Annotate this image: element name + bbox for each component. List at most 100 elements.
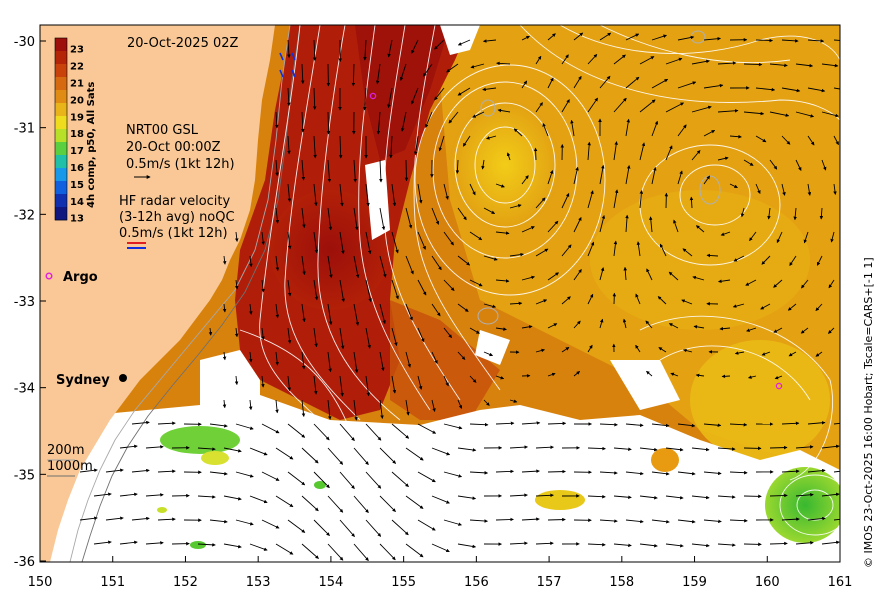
velocity-arrow (587, 344, 593, 353)
velocity-arrow (691, 495, 710, 500)
velocity-arrow (391, 471, 409, 487)
velocity-arrow (587, 241, 595, 257)
velocity-arrow (795, 541, 814, 545)
velocity-arrow (495, 375, 505, 380)
velocity-arrow (535, 445, 554, 450)
velocity-arrow (249, 303, 253, 315)
velocity-arrow (833, 470, 840, 473)
velocity-arrow (547, 469, 566, 474)
velocity-arrow (645, 320, 653, 329)
velocity-arrow (599, 519, 618, 523)
velocity-arrow (365, 183, 370, 207)
velocity-arrow (275, 351, 279, 366)
velocity-arrow (781, 469, 800, 474)
velocity-arrow (833, 422, 840, 425)
velocity-arrow (222, 351, 227, 361)
velocity-arrow (689, 196, 694, 209)
velocity-arrow (729, 134, 742, 139)
velocity-arrow (457, 543, 477, 549)
velocity-arrow (443, 327, 452, 339)
velocity-arrow (646, 370, 653, 377)
velocity-arrow (413, 135, 419, 156)
velocity-arrow (353, 399, 358, 421)
velocity-arrow (509, 252, 524, 257)
velocity-arrow (815, 351, 823, 357)
velocity-arrow (469, 471, 489, 475)
velocity-arrow (587, 494, 606, 499)
velocity-arrow (513, 128, 523, 137)
velocity-arrow (423, 63, 433, 77)
velocity-arrow (665, 495, 684, 500)
velocity-arrow (587, 542, 606, 547)
velocity-arrow (677, 423, 696, 428)
velocity-arrow (405, 399, 410, 416)
velocity-arrow (197, 447, 216, 451)
velocity-arrow (469, 231, 483, 241)
x-tick-label: 158 (609, 575, 634, 590)
velocity-arrow (313, 519, 330, 537)
plot-frame (39, 24, 841, 563)
velocity-arrow (821, 540, 840, 545)
argo-float[interactable] (775, 382, 783, 390)
velocity-arrow (327, 303, 333, 326)
colorbar-band (55, 116, 67, 130)
velocity-arrow (743, 159, 754, 166)
velocity-arrow (625, 423, 644, 428)
sydney-marker (119, 374, 127, 382)
velocity-arrow (495, 279, 510, 283)
velocity-arrow (821, 444, 840, 449)
land-australia (40, 25, 275, 562)
velocity-arrow (729, 183, 738, 189)
velocity-arrow (365, 327, 372, 349)
velocity-arrow (275, 543, 294, 555)
velocity-arrow (234, 375, 239, 386)
velocity-arrow (482, 87, 497, 92)
velocity-arrow (275, 399, 279, 414)
velocity-arrow (651, 78, 669, 89)
velocity-arrow (573, 216, 582, 233)
velocity-arrow (379, 543, 396, 561)
colorbar-tick-label: 16 (70, 163, 84, 174)
velocity-arrow (287, 519, 306, 533)
velocity-arrow (353, 447, 369, 466)
velocity-arrow (828, 279, 835, 289)
velocity-arrow (623, 266, 628, 281)
y-tick-label: -34 (14, 382, 35, 397)
velocity-arrow (93, 492, 112, 497)
velocity-arrow (379, 207, 386, 231)
velocity-arrow (417, 519, 436, 531)
velocity-arrow (819, 207, 824, 220)
x-tick-label: 150 (28, 575, 53, 590)
argo-float[interactable] (369, 92, 377, 100)
velocity-arrow (761, 351, 771, 356)
velocity-arrow (417, 327, 425, 343)
velocity-arrow (301, 303, 306, 323)
velocity-arrow (353, 543, 369, 562)
velocity-arrow (313, 375, 318, 395)
velocity-arrow (339, 519, 355, 538)
velocity-arrow (745, 279, 757, 286)
velocity-arrow (353, 159, 358, 183)
velocity-arrow (119, 492, 138, 497)
velocity-arrow (379, 255, 387, 278)
velocity-arrow (301, 255, 306, 276)
credit-text: © IMOS 23-Oct-2025 16:00 Hobart; Tscale=… (862, 257, 875, 568)
contour-1000m (81, 25, 301, 562)
velocity-arrow (391, 231, 399, 254)
velocity-arrow (431, 495, 450, 504)
velocity-arrow (431, 543, 450, 553)
velocity-arrow (795, 493, 814, 497)
x-tick-label: 154 (318, 575, 343, 590)
velocity-arrow (691, 150, 701, 161)
ssh-contours (239, 25, 840, 536)
velocity-arrow (521, 469, 540, 473)
velocity-arrow (483, 303, 497, 309)
velocity-arrow (287, 423, 306, 438)
velocity-arrow (803, 231, 809, 244)
velocity-arrow (131, 516, 150, 521)
velocity-arrow (105, 468, 124, 473)
velocity-arrow (365, 519, 382, 537)
velocity-arrow (365, 231, 372, 255)
velocity-arrow (703, 83, 724, 89)
velocity-arrow (287, 183, 292, 203)
